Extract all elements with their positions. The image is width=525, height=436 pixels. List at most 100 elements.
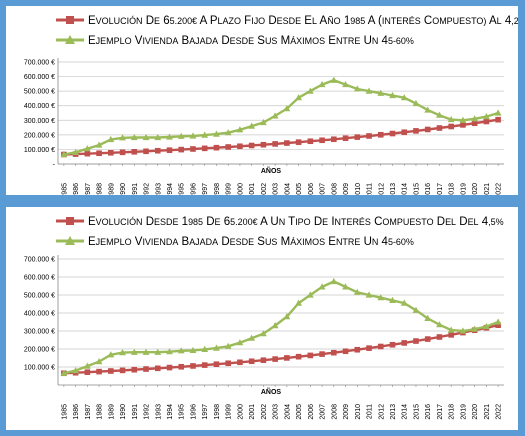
data-point-1 [108,368,114,374]
data-point-1 [366,345,372,351]
data-point-2 [494,109,502,116]
legend-label-2: EJEMPLO VIVIENDA BAJADA DESDE SUS MÁXIMO… [88,35,414,47]
x-tick-label: 1990 [120,404,127,420]
x-tick-label: 2019 [460,183,467,195]
data-point-2 [224,129,232,136]
y-tick-label: 200.000 € [24,132,55,139]
data-point-1 [225,360,231,367]
x-tick-label: 1995 [179,183,186,195]
x-tick-label: 2002 [261,404,268,420]
x-tick-label: 2001 [249,404,256,420]
data-point-1 [471,120,478,127]
data-point-2 [119,134,126,141]
x-tick-label: 2006 [308,404,315,420]
data-point-1 [143,366,149,372]
x-tick-label: 2013 [390,404,397,420]
y-tick-label: 400.000 € [24,311,55,318]
data-point-2 [72,148,80,155]
x-tick-label: 1988 [97,183,104,195]
x-tick-label: 1994 [167,183,174,195]
data-point-1 [342,348,349,355]
x-tick-label: 1987 [85,183,92,195]
x-tick-label: 2011 [367,404,374,419]
data-point-2 [154,348,162,355]
data-point-1 [448,123,454,130]
x-tick-label: 1985 [61,183,68,195]
data-point-1 [331,349,337,356]
data-point-2 [471,115,479,122]
x-tick-label: 1998 [214,404,221,420]
x-tick-label: 1993 [155,183,162,195]
x-tick-label: 1998 [214,183,221,195]
legend-label-1: EVOLUCIÓN DE 65.200€ A PLAZO FIJO DESDE … [88,15,518,27]
x-tick-label: 2009 [343,183,350,195]
y-tick-label: 300.000 € [24,329,55,336]
data-point-2 [482,113,490,120]
x-tick-label: 1997 [202,183,209,195]
data-point-2 [342,283,349,290]
x-tick-label: 1989 [108,183,115,195]
x-tick-label: 2006 [308,183,315,195]
data-point-2 [482,322,490,330]
data-point-2 [365,291,373,298]
x-tick-label: 2008 [331,183,338,195]
data-point-2 [142,348,150,355]
x-tick-label: 2018 [449,183,456,195]
x-tick-label: 2005 [296,404,303,420]
data-point-1 [213,144,220,151]
data-point-2 [271,322,279,329]
data-point-2 [248,122,256,129]
x-axis-title: AÑOS [261,166,282,175]
data-point-2 [306,291,314,298]
data-point-2 [365,87,373,94]
x-tick-label: 2008 [331,404,338,420]
data-point-2 [107,351,115,358]
data-point-2 [306,87,314,94]
x-tick-label: 2010 [355,183,362,195]
data-point-2 [283,105,291,112]
data-point-1 [237,359,243,366]
data-point-2 [295,299,303,306]
data-point-2 [72,367,80,374]
x-tick-label: 2003 [273,183,280,195]
x-tick-label: 1987 [85,404,92,420]
data-point-1 [166,147,173,153]
x-tick-label: 1989 [108,404,115,420]
legend-marker-1 [66,16,74,24]
data-point-1 [166,364,173,371]
data-point-2 [377,89,385,96]
data-point-1 [413,128,419,134]
y-tick-label: 600.000 € [24,74,55,81]
data-point-2 [248,334,256,341]
data-point-2 [471,325,479,332]
data-point-1 [319,137,325,144]
data-point-2 [412,99,420,107]
data-point-1 [201,362,208,368]
x-axis-title: AÑOS [261,387,282,396]
data-point-1 [424,126,431,133]
data-point-1 [377,131,384,138]
x-tick-label: 2020 [472,183,479,195]
data-point-2 [236,126,244,133]
x-tick-label: 2019 [460,404,467,420]
data-point-2 [295,94,303,101]
data-point-1 [201,145,208,152]
data-point-2 [400,299,408,306]
data-point-2 [130,348,138,355]
data-point-2 [377,294,385,301]
data-point-1 [131,366,138,373]
data-point-2 [189,346,197,354]
data-point-1 [295,353,302,360]
data-point-2 [177,347,185,354]
data-point-2 [201,131,209,138]
data-point-2 [201,345,209,352]
x-tick-label: 2021 [484,183,491,195]
data-point-1 [248,358,255,365]
data-point-1 [401,129,408,136]
chart-top: EVOLUCIÓN DE 65.200€ A PLAZO FIJO DESDE … [24,15,518,195]
data-point-1 [424,336,431,342]
data-point-2 [283,313,291,320]
x-tick-label: 2009 [343,404,350,420]
data-point-2 [259,118,267,126]
series-line-2 [63,280,499,375]
